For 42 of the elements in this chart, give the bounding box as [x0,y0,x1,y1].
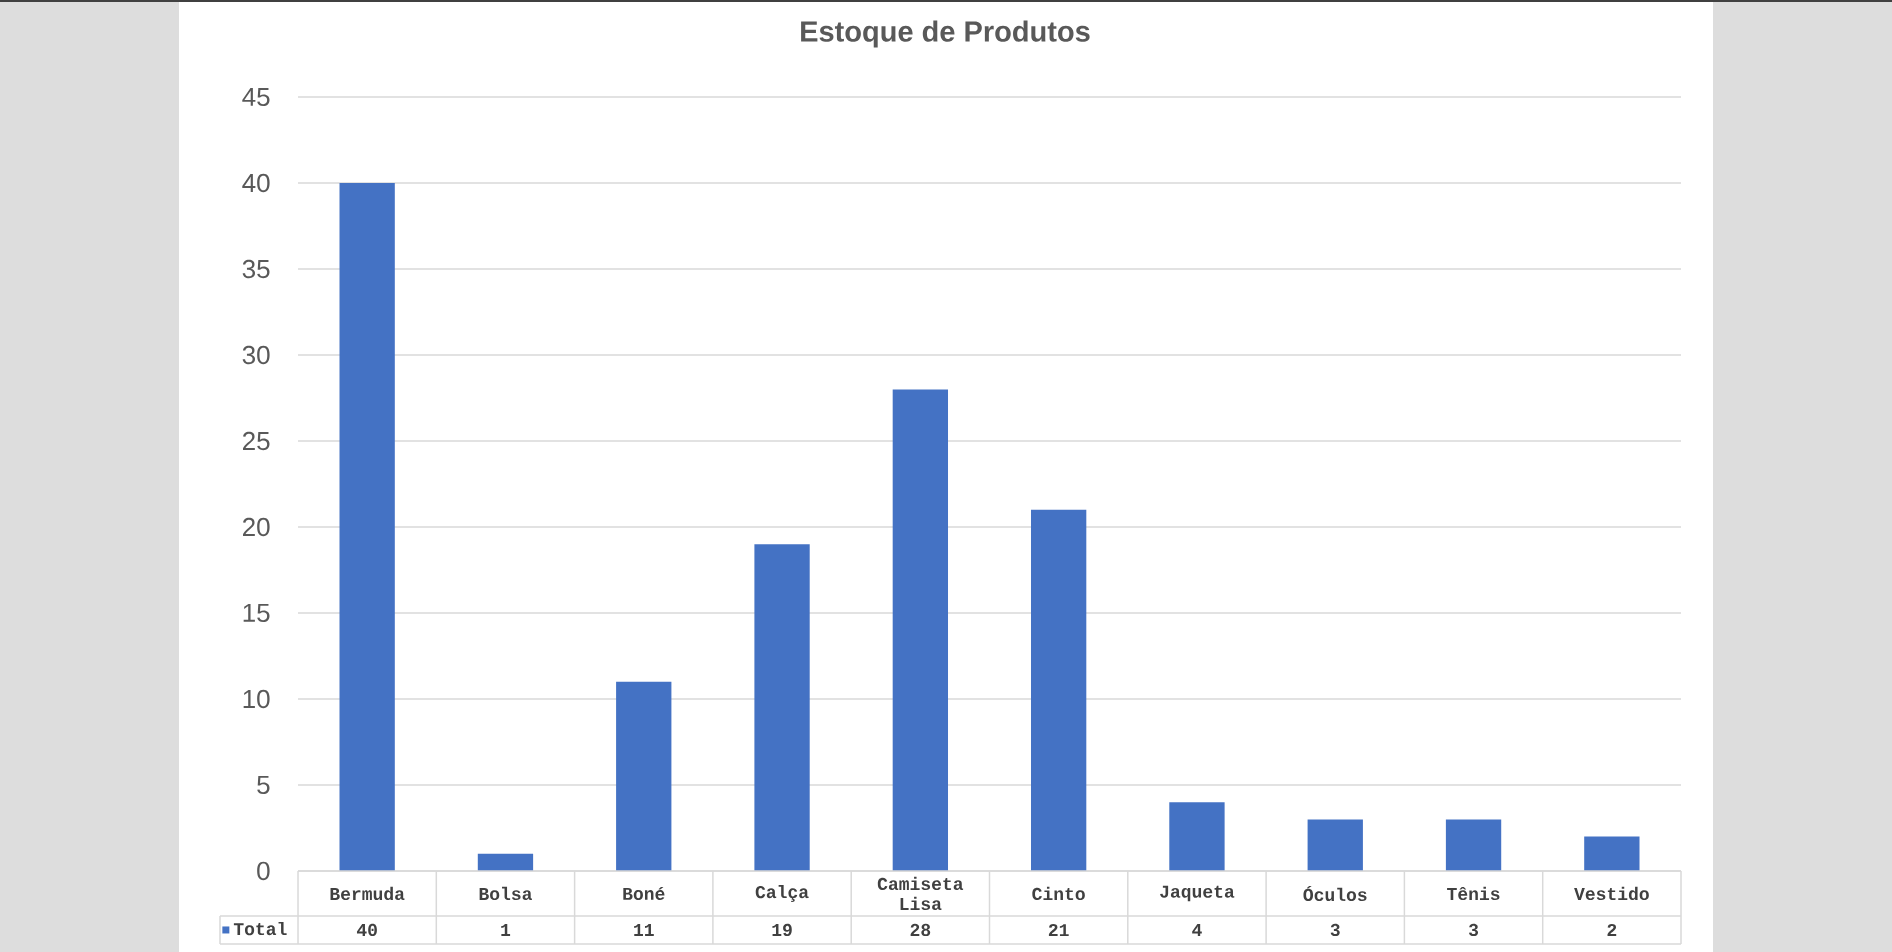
bar [1584,836,1640,871]
data-label: 1 [501,924,511,936]
x-tick-label: Óculos [1303,885,1367,902]
data-label: 4 [1192,924,1202,936]
x-tick-label: Calça [755,885,809,902]
bar [754,544,810,871]
x-tick-label: Camiseta Lisa [877,876,964,911]
data-label: 28 [910,923,931,937]
data-label: 2 [1607,923,1617,936]
data-label: 40 [356,923,377,937]
bar [339,182,395,871]
bar [1030,509,1087,871]
data-label: 11 [634,924,654,936]
y-tick-label: 40 [242,173,270,193]
bar [477,853,534,871]
y-tick-label: 5 [257,775,270,795]
y-tick-label: 20 [243,517,270,537]
data-label: 21 [1048,923,1069,936]
data-label: 3 [1330,923,1340,937]
x-tick-label: Tênis [1447,886,1500,901]
y-tick-label: 45 [242,87,270,107]
y-tick-label: 0 [257,861,270,881]
y-tick-label: 35 [242,259,270,279]
chart-title: Estoque de Produtos [801,20,1090,48]
x-tick-label: Bolsa [479,886,532,901]
y-tick-label: 15 [243,603,270,623]
y-tick-label: 10 [243,689,270,709]
legend-label: Total [233,921,287,936]
data-label: 3 [1468,923,1479,937]
bar [1169,802,1225,871]
data-label: 19 [772,923,792,937]
x-tick-label: Boné [623,886,665,900]
x-tick-label: Vestido [1574,886,1649,901]
x-tick-label: Jaqueta [1160,885,1235,902]
bar [616,681,672,871]
y-tick-label: 25 [243,431,270,451]
y-tick-label: 30 [242,345,270,365]
x-tick-label: Cinto [1032,886,1085,901]
bar [1445,819,1502,871]
bar [1307,819,1363,871]
bar [892,389,949,871]
x-tick-label: Bermuda [330,886,405,901]
